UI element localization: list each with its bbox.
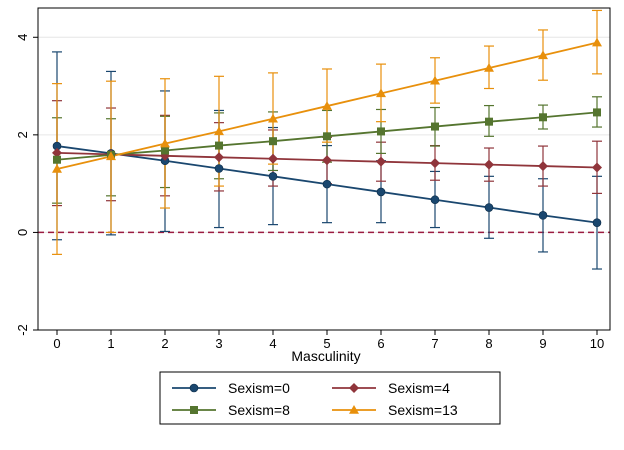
x-tick-label: 1: [107, 336, 114, 351]
data-point-sexism-8: [53, 155, 61, 164]
data-point-sexism-8: [215, 141, 223, 150]
legend-label-sexism-4: Sexism=4: [388, 380, 450, 396]
data-point-sexism-4: [538, 161, 548, 172]
data-point-sexism-4: [484, 159, 494, 170]
plot-frame: [37, 7, 611, 331]
data-point-sexism-0: [376, 187, 386, 197]
data-point-sexism-13: [106, 151, 116, 161]
legend-label-sexism-8: Sexism=8: [228, 402, 290, 418]
legend-box: [159, 371, 501, 425]
data-point-sexism-8: [161, 146, 169, 155]
data-point-sexism-4: [268, 153, 278, 164]
data-point-sexism-13: [592, 37, 602, 47]
x-tick-label: 7: [431, 336, 438, 351]
data-point-sexism-13: [268, 113, 278, 123]
legend-marker-sexism-13: [349, 405, 359, 414]
legend: Sexism=0 Sexism=4 Sexism=8 Sexism=13: [159, 371, 501, 425]
data-point-sexism-13: [52, 164, 62, 173]
data-point-sexism-13: [160, 138, 170, 148]
data-point-sexism-13: [214, 126, 224, 136]
legend-label-sexism-0: Sexism=0: [228, 380, 290, 396]
marker-layer: [52, 37, 602, 227]
legend-label-sexism-13: Sexism=13: [388, 402, 458, 418]
data-point-sexism-0: [322, 179, 332, 189]
data-point-sexism-4: [430, 158, 440, 169]
data-point-sexism-13: [430, 75, 440, 85]
data-point-sexism-8: [485, 117, 493, 126]
data-point-sexism-4: [592, 162, 602, 173]
y-tick-label: 4: [15, 34, 30, 41]
x-tick-label: 3: [215, 336, 222, 351]
y-tick-label: -2: [15, 324, 30, 336]
data-point-sexism-0: [592, 218, 602, 227]
data-point-sexism-4: [214, 152, 224, 163]
data-point-sexism-0: [268, 172, 278, 181]
data-point-sexism-0: [484, 203, 494, 212]
x-tick-label: 4: [269, 336, 276, 351]
x-tick-label: 0: [53, 336, 60, 351]
data-point-sexism-13: [322, 101, 332, 110]
data-point-sexism-0: [538, 211, 548, 220]
data-point-sexism-8: [539, 113, 547, 122]
data-point-sexism-4: [52, 147, 62, 158]
x-axis-title: Masculinity: [291, 348, 360, 364]
y-tick-label: 0: [15, 229, 30, 236]
data-point-sexism-8: [377, 127, 385, 136]
data-point-sexism-13: [484, 63, 494, 72]
data-point-sexism-4: [322, 155, 332, 166]
x-tick-label: 5: [323, 336, 330, 351]
axes-layer: -2 0 2 4 0 1 2 3 4 5 6 7 8 9 10: [15, 7, 611, 351]
data-point-sexism-13: [538, 50, 548, 60]
data-point-sexism-8: [269, 137, 277, 146]
legend-marker-sexism-4: [349, 383, 359, 393]
data-point-sexism-8: [593, 108, 601, 117]
data-point-sexism-8: [431, 122, 439, 131]
x-tick-label: 8: [485, 336, 492, 351]
y-tick-label: 2: [15, 131, 30, 138]
data-point-sexism-4: [376, 156, 386, 167]
legend-marker-sexism-0: [189, 383, 199, 393]
data-point-sexism-0: [214, 164, 224, 173]
data-point-sexism-8: [323, 132, 331, 141]
x-tick-label: 2: [161, 336, 168, 351]
x-tick-label: 10: [590, 336, 604, 351]
data-point-sexism-13: [376, 88, 386, 98]
legend-marker-sexism-8: [190, 406, 198, 414]
x-tick-label: 6: [377, 336, 384, 351]
data-point-sexism-0: [430, 195, 440, 205]
x-tick-label: 9: [539, 336, 546, 351]
